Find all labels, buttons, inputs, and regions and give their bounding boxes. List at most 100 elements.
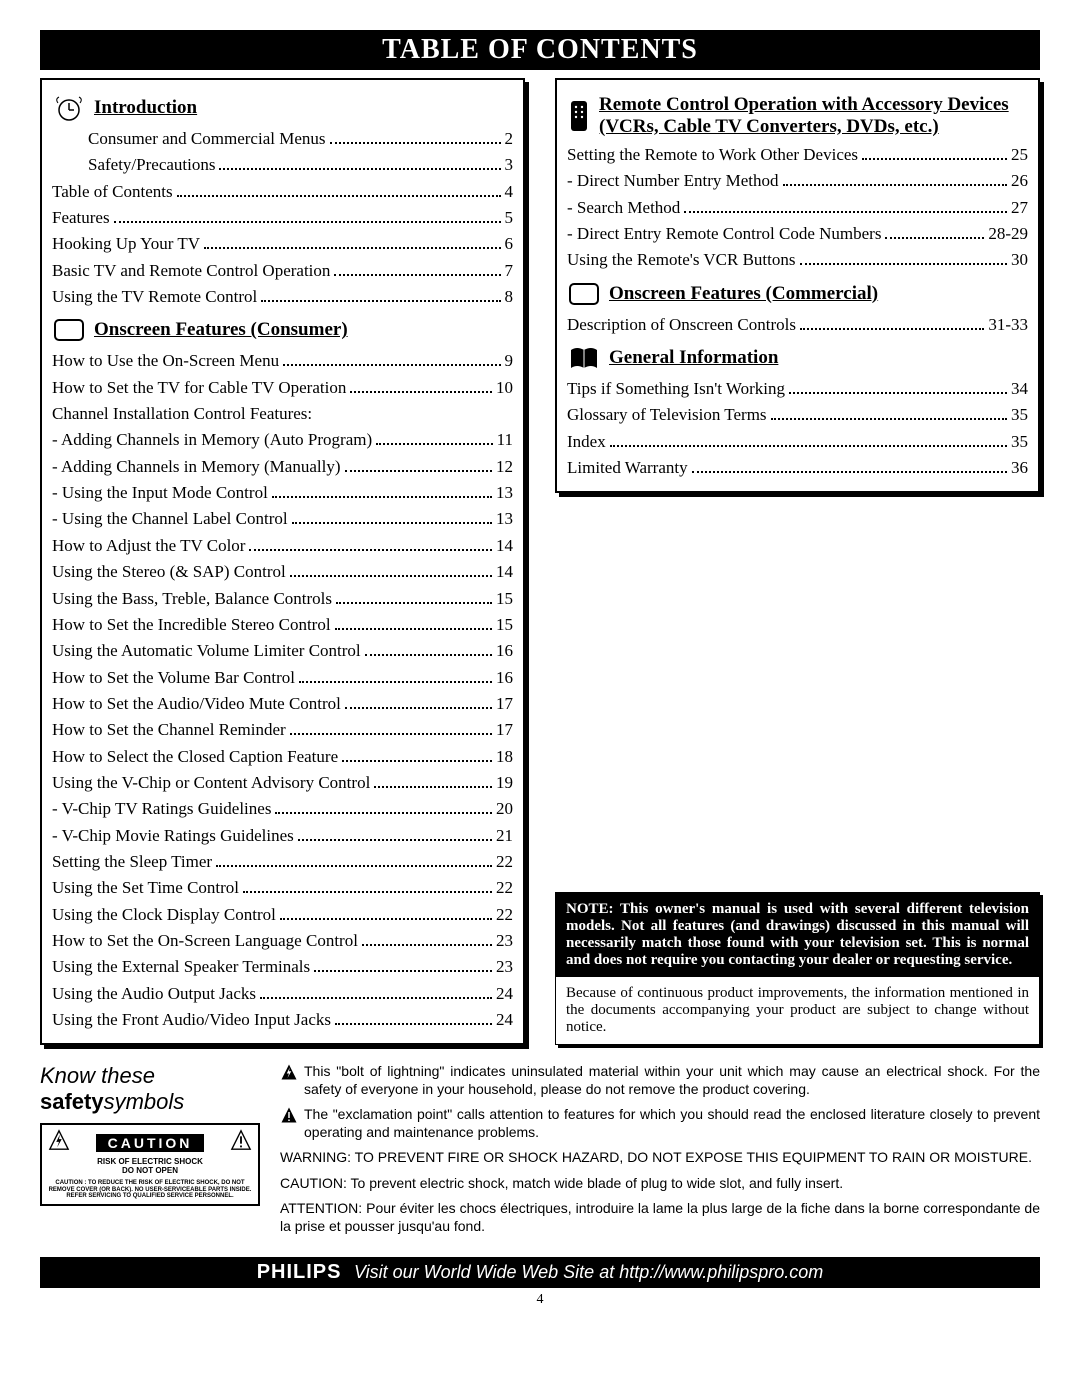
toc-leader-dots [275, 799, 492, 814]
toc-leader-dots [365, 641, 492, 656]
toc-label: Using the TV Remote Control [52, 284, 257, 310]
toc-page: 14 [496, 533, 513, 559]
toc-leader-dots [216, 852, 492, 867]
toc-leader-dots [114, 208, 501, 223]
toc-page: 24 [496, 1007, 513, 1033]
toc-entry: Using the Front Audio/Video Input Jacks 2… [52, 1007, 513, 1033]
toc-leader-dots [334, 260, 500, 275]
caution-en-text: CAUTION: To prevent electric shock, matc… [280, 1175, 843, 1193]
toc-page: 34 [1011, 376, 1028, 402]
toc-entry: Limited Warranty36 [567, 455, 1028, 481]
toc-label: - V-Chip Movie Ratings Guidelines [52, 823, 294, 849]
toc-leader-dots [342, 746, 492, 761]
toc-label: Using the Set Time Control [52, 875, 239, 901]
bolt-paragraph: This "bolt of lightning" indicates unins… [280, 1063, 1040, 1098]
toc-page: 6 [505, 231, 514, 257]
brand-logo: PHILIPS [257, 1261, 342, 1283]
toc-leader-dots [298, 825, 492, 840]
toc-label: How to Adjust the TV Color [52, 533, 245, 559]
toc-entry: - Direct Entry Remote Control Code Numbe… [567, 221, 1028, 247]
toc-leader-dots [376, 430, 492, 445]
toc-leader-dots [335, 615, 492, 630]
toc-page: 13 [496, 506, 513, 532]
toc-label: Using the External Speaker Terminals [52, 954, 310, 980]
toc-leader-dots [249, 536, 492, 551]
toc-leader-dots [260, 983, 492, 998]
toc-leader-dots [800, 250, 1008, 265]
caution-fr-paragraph: ATTENTION: Pour éviter les chocs électri… [280, 1200, 1040, 1235]
bolt-text: This "bolt of lightning" indicates unins… [304, 1063, 1040, 1098]
toc-page: 21 [496, 823, 513, 849]
section-heading: General Information [567, 344, 1028, 372]
exclamation-text: The "exclamation point" calls attention … [304, 1106, 1040, 1141]
safety-heading-2: safetysymbols [40, 1089, 260, 1115]
toc-label: Glossary of Television Terms [567, 402, 767, 428]
toc-label: How to Set the Audio/Video Mute Control [52, 691, 341, 717]
toc-entry: Setting the Sleep Timer22 [52, 849, 513, 875]
warning-text: WARNING: TO PREVENT FIRE OR SHOCK HAZARD… [280, 1149, 1032, 1167]
toc-page: 16 [496, 638, 513, 664]
toc-page: 26 [1011, 168, 1028, 194]
toc-page: 16 [496, 665, 513, 691]
section-heading: Remote Control Operation with Accessory … [567, 94, 1028, 138]
toc-label: How to Set the Incredible Stereo Control [52, 612, 331, 638]
toc-leader-dots [292, 509, 492, 524]
footer-url: Visit our World Wide Web Site at http://… [354, 1262, 823, 1282]
toc-leader-dots [204, 234, 501, 249]
toc-page: 14 [496, 559, 513, 585]
toc-page: 35 [1011, 402, 1028, 428]
safety-heading-1: Know these [40, 1063, 260, 1089]
toc-label: - Adding Channels in Memory (Auto Progra… [52, 427, 372, 453]
toc-entry: Tips if Something Isn't Working34 [567, 376, 1028, 402]
toc-leader-dots [330, 129, 501, 144]
toc-entry: - V-Chip TV Ratings Guidelines20 [52, 796, 513, 822]
toc-entry: Basic TV and Remote Control Operation7 [52, 258, 513, 284]
toc-entry: Using the Automatic Volume Limiter Contr… [52, 638, 513, 664]
toc-entry: - Using the Input Mode Control13 [52, 480, 513, 506]
toc-leader-dots [299, 667, 492, 682]
section-title: Onscreen Features (Consumer) [94, 319, 348, 341]
tv-icon [52, 316, 86, 344]
toc-label: Using the Clock Display Control [52, 902, 276, 928]
toc-leader-dots [684, 197, 1007, 212]
toc-label: Using the V-Chip or Content Advisory Con… [52, 770, 370, 796]
toc-label: - Using the Input Mode Control [52, 480, 268, 506]
bolt-icon [48, 1129, 70, 1156]
toc-entry: Using the Audio Output Jacks24 [52, 981, 513, 1007]
toc-label: - Using the Channel Label Control [52, 506, 288, 532]
toc-label: Using the Remote's VCR Buttons [567, 247, 796, 273]
toc-entry: How to Set the TV for Cable TV Operation… [52, 375, 513, 401]
toc-entry: How to Set the Channel Reminder17 [52, 717, 513, 743]
page-number: 4 [40, 1292, 1040, 1308]
toc-label: Setting the Sleep Timer [52, 849, 212, 875]
toc-leader-dots [290, 720, 492, 735]
toc-label: Description of Onscreen Controls [567, 312, 796, 338]
note-black: NOTE: This owner's manual is used with s… [556, 893, 1039, 977]
toc-entry: Using the External Speaker Terminals23 [52, 954, 513, 980]
toc-entry: - Search Method27 [567, 195, 1028, 221]
note-white: Because of continuous product improvemen… [556, 977, 1039, 1044]
tv-icon [567, 280, 601, 308]
toc-entry: Index35 [567, 429, 1028, 455]
footer-bar: PHILIPS Visit our World Wide Web Site at… [40, 1257, 1040, 1288]
toc-label: Using the Front Audio/Video Input Jacks [52, 1007, 331, 1033]
toc-entry: Hooking Up Your TV6 [52, 231, 513, 257]
toc-page: 22 [496, 875, 513, 901]
section-title: Onscreen Features (Commercial) [609, 283, 878, 305]
section-heading: Introduction [52, 94, 513, 122]
toc-label: - Direct Number Entry Method [567, 168, 779, 194]
toc-label: - Direct Entry Remote Control Code Numbe… [567, 221, 881, 247]
toc-page: 30 [1011, 247, 1028, 273]
toc-label: How to Set the Volume Bar Control [52, 665, 295, 691]
toc-label: How to Set the TV for Cable TV Operation [52, 375, 346, 401]
toc-leader-dots [219, 155, 500, 170]
toc-page: 17 [496, 691, 513, 717]
toc-label: - V-Chip TV Ratings Guidelines [52, 796, 271, 822]
page-title: TABLE OF CONTENTS [40, 30, 1040, 70]
toc-page: 11 [497, 427, 513, 453]
toc-entry: Using the Stereo (& SAP) Control14 [52, 559, 513, 585]
toc-page: 27 [1011, 195, 1028, 221]
toc-entry: Using the Set Time Control 22 [52, 875, 513, 901]
safety-area: Know these safetysymbols CAUTION RISK OF… [40, 1063, 1040, 1243]
toc-page: 8 [505, 284, 514, 310]
